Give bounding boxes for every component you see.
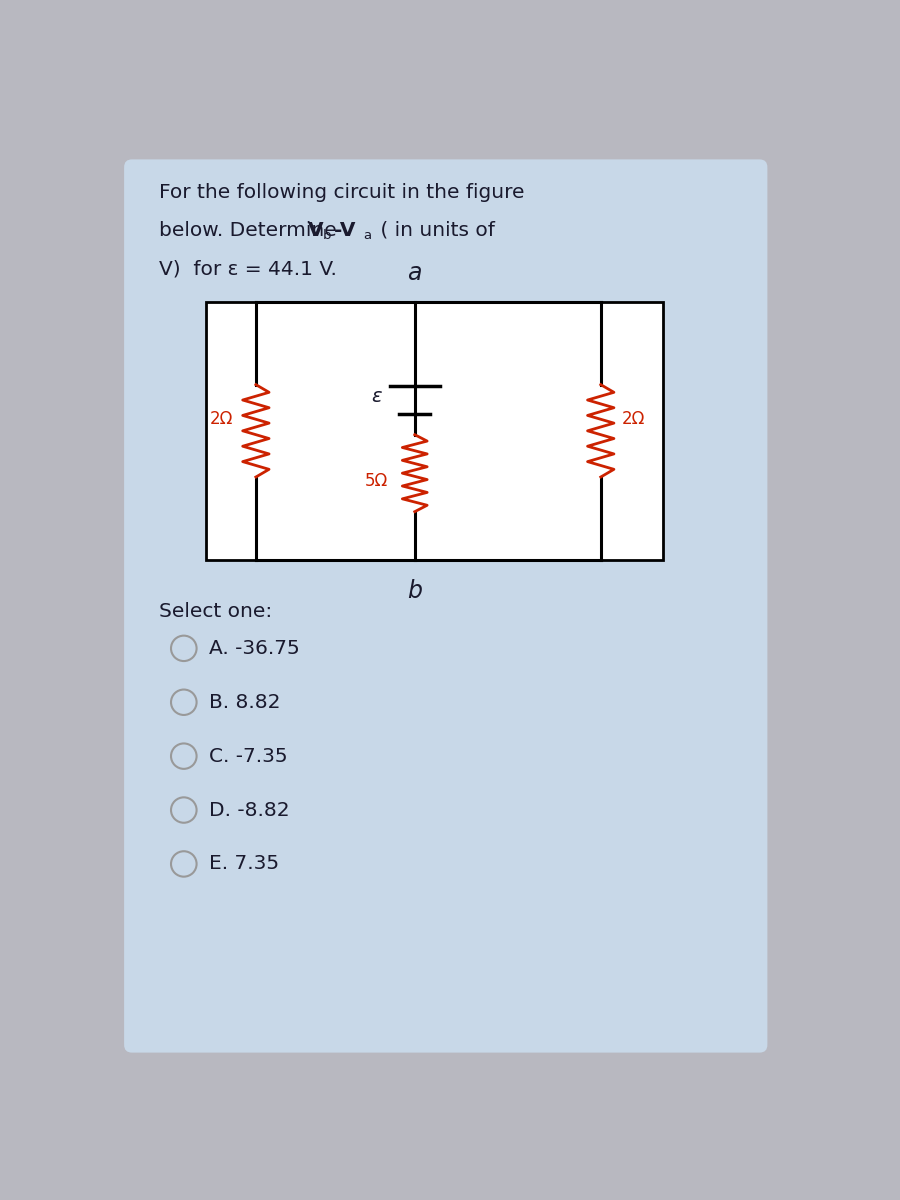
Bar xyxy=(205,302,662,559)
Text: below. Determine: below. Determine xyxy=(159,221,343,240)
Text: A. -36.75: A. -36.75 xyxy=(210,638,300,658)
FancyBboxPatch shape xyxy=(124,160,768,1052)
Text: D. -8.82: D. -8.82 xyxy=(210,800,290,820)
Text: ( in units of: ( in units of xyxy=(374,221,495,240)
Text: -V: -V xyxy=(334,221,356,240)
Text: For the following circuit in the figure: For the following circuit in the figure xyxy=(159,182,525,202)
Text: Select one:: Select one: xyxy=(159,602,272,622)
Text: V: V xyxy=(308,221,323,240)
Text: 5Ω: 5Ω xyxy=(364,472,388,490)
Text: 2Ω: 2Ω xyxy=(622,410,645,428)
Text: B. 8.82: B. 8.82 xyxy=(210,692,281,712)
Text: E. 7.35: E. 7.35 xyxy=(210,854,280,874)
Text: b: b xyxy=(407,580,422,604)
Text: C. -7.35: C. -7.35 xyxy=(210,746,288,766)
Text: a: a xyxy=(408,260,422,284)
Text: a: a xyxy=(364,229,372,241)
Text: V)  for ε = 44.1 V.: V) for ε = 44.1 V. xyxy=(159,259,337,278)
Text: 2Ω: 2Ω xyxy=(210,410,233,428)
Text: b: b xyxy=(322,229,331,241)
Text: ε: ε xyxy=(371,386,382,406)
